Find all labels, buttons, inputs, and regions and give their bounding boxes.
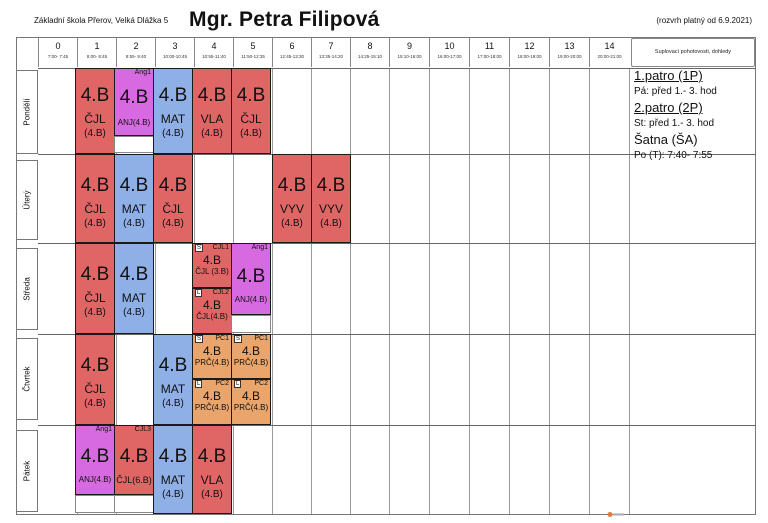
lesson-card[interactable]: 4.B VLA (4.B) bbox=[192, 425, 232, 514]
day-label-tuesday: Úterý bbox=[16, 160, 38, 240]
cloakroom-text: Po (T): 7:40- 7:55 bbox=[634, 150, 713, 161]
empty-slot bbox=[231, 315, 271, 333]
empty-slot bbox=[114, 136, 154, 153]
cloakroom-heading: Šatna (ŠA) bbox=[634, 132, 698, 147]
period-header-6: 6 12:45-13:30 bbox=[272, 38, 311, 67]
period-header-5: 5 11:50-12:35 bbox=[233, 38, 272, 67]
lesson-card[interactable]: 4.B MAT (4.B) bbox=[153, 334, 193, 425]
grid-line bbox=[469, 68, 470, 514]
validity-note: (rozvrh platný od 6.9.2021) bbox=[656, 16, 752, 25]
lesson-card[interactable]: L CJL2 4.B ČJL(4.B) bbox=[192, 288, 232, 334]
lesson-card[interactable]: CJL3 4.B ČJL(6.B) bbox=[114, 425, 154, 495]
lesson-card[interactable]: 4.B ČJL (4.B) bbox=[75, 334, 115, 425]
lesson-card[interactable]: S PČ1 4.B PRČ(4.B) bbox=[192, 334, 232, 379]
lesson-card[interactable]: Ang1 4.B ANJ(4.B) bbox=[114, 68, 154, 136]
grid-line bbox=[429, 68, 430, 514]
grid-line bbox=[629, 68, 630, 514]
floor2-text: St: před 1.- 3. hod bbox=[634, 118, 715, 129]
floor1-text: Pá: před 1.- 3. hod bbox=[634, 86, 717, 97]
lesson-card[interactable]: 4.B ČJL (4.B) bbox=[231, 68, 271, 154]
lesson-card[interactable]: 4.B MAT (4.B) bbox=[153, 425, 193, 514]
grid-line bbox=[549, 68, 550, 514]
supervision-notes: 1.patro (1P) Pá: před 1.- 3. hod 2.patro… bbox=[634, 68, 754, 164]
lesson-card[interactable]: S PČ1 4.B PRČ(4.B) bbox=[231, 334, 271, 379]
empty-slot bbox=[75, 495, 115, 513]
supervision-header: Suplovací pohotovosti, dohledy bbox=[631, 38, 755, 67]
lesson-card[interactable]: L PČ2 4.B PRČ(4.B) bbox=[192, 379, 232, 425]
period-header-0: 0 7:00- 7:45 bbox=[38, 38, 77, 67]
lesson-card[interactable]: 4.B VLA (4.B) bbox=[192, 68, 232, 154]
period-header-11: 11 17:00-18:00 bbox=[469, 38, 509, 67]
period-header-10: 10 16:00-17:00 bbox=[429, 38, 469, 67]
lesson-card[interactable]: 4.B ČJL (4.B) bbox=[153, 154, 193, 243]
period-header-3: 3 10:00-10:45 bbox=[155, 38, 194, 67]
row-separator bbox=[38, 68, 756, 69]
period-header-4: 4 10:55-11:40 bbox=[194, 38, 233, 67]
lesson-card[interactable]: 4.B ČJL (4.B) bbox=[75, 154, 115, 243]
lesson-card[interactable]: 4.B MAT (4.B) bbox=[114, 154, 154, 243]
lesson-card[interactable]: 4.B ČJL (4.B) bbox=[75, 68, 115, 154]
row-separator bbox=[38, 425, 756, 426]
day-label-thursday: Čtvrtek bbox=[16, 338, 38, 420]
lesson-card[interactable]: L PČ2 4.B PRČ(4.B) bbox=[231, 379, 271, 425]
grid-line bbox=[311, 68, 312, 514]
lesson-card[interactable]: 4.B ČJL (4.B) bbox=[75, 243, 115, 334]
lesson-card[interactable]: 4.B MAT (4.B) bbox=[114, 243, 154, 334]
grid-line bbox=[350, 68, 351, 514]
grid-line bbox=[155, 68, 156, 514]
grid-line bbox=[389, 68, 390, 514]
grid-line bbox=[272, 68, 273, 514]
empty-slot bbox=[114, 495, 154, 513]
floor1-heading: 1.patro (1P) bbox=[634, 68, 703, 83]
lesson-card[interactable]: S CJL1 4.B ČJL (3.B) bbox=[192, 243, 232, 288]
school-name: Základní škola Přerov, Velká Dlážka 5 bbox=[34, 16, 169, 25]
period-header-12: 12 18:00-19:00 bbox=[509, 38, 549, 67]
lesson-card[interactable]: 4.B MAT (4.B) bbox=[153, 68, 193, 154]
lesson-card[interactable]: Ang1 4.B ANJ(4.B) bbox=[231, 243, 271, 315]
period-header-14: 14 20:00-21:00 bbox=[589, 38, 629, 67]
lesson-card[interactable]: 4.B VYV (4.B) bbox=[272, 154, 312, 243]
period-header-7: 7 13:35-14:20 bbox=[311, 38, 350, 67]
lesson-card[interactable]: 4.B VYV (4.B) bbox=[311, 154, 351, 243]
day-label-friday: Pátek bbox=[16, 430, 38, 512]
period-header-2: 2 8:55- 9:40 bbox=[116, 38, 155, 67]
teacher-name: Mgr. Petra Filipová bbox=[189, 8, 380, 31]
day-label-monday: Pondělí bbox=[16, 70, 38, 154]
day-label-wednesday: Středa bbox=[16, 248, 38, 330]
floor2-heading: 2.patro (2P) bbox=[634, 100, 703, 115]
period-header-1: 1 8:00- 8:45 bbox=[77, 38, 116, 67]
grid-line bbox=[589, 68, 590, 514]
period-header-9: 9 15:10-16:00 bbox=[389, 38, 429, 67]
period-header-8: 8 14:25-15:10 bbox=[350, 38, 389, 67]
lesson-card[interactable]: Ang1 4.B ANJ(4.B) bbox=[75, 425, 115, 495]
period-header-13: 13 19:00-20:00 bbox=[549, 38, 589, 67]
row-separator bbox=[38, 154, 756, 155]
row-separator bbox=[38, 334, 756, 335]
row-separator bbox=[38, 243, 756, 244]
logo-icon bbox=[607, 505, 625, 517]
grid-line bbox=[509, 68, 510, 514]
